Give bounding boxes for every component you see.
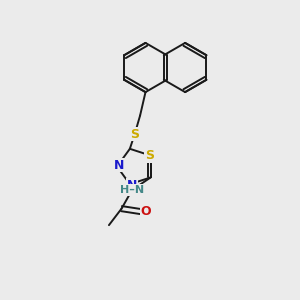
Text: H–N: H–N bbox=[120, 185, 144, 195]
Text: S: S bbox=[145, 149, 154, 162]
Text: N: N bbox=[127, 179, 137, 192]
Text: O: O bbox=[141, 205, 152, 218]
Text: N: N bbox=[114, 159, 124, 172]
Text: S: S bbox=[130, 128, 139, 141]
